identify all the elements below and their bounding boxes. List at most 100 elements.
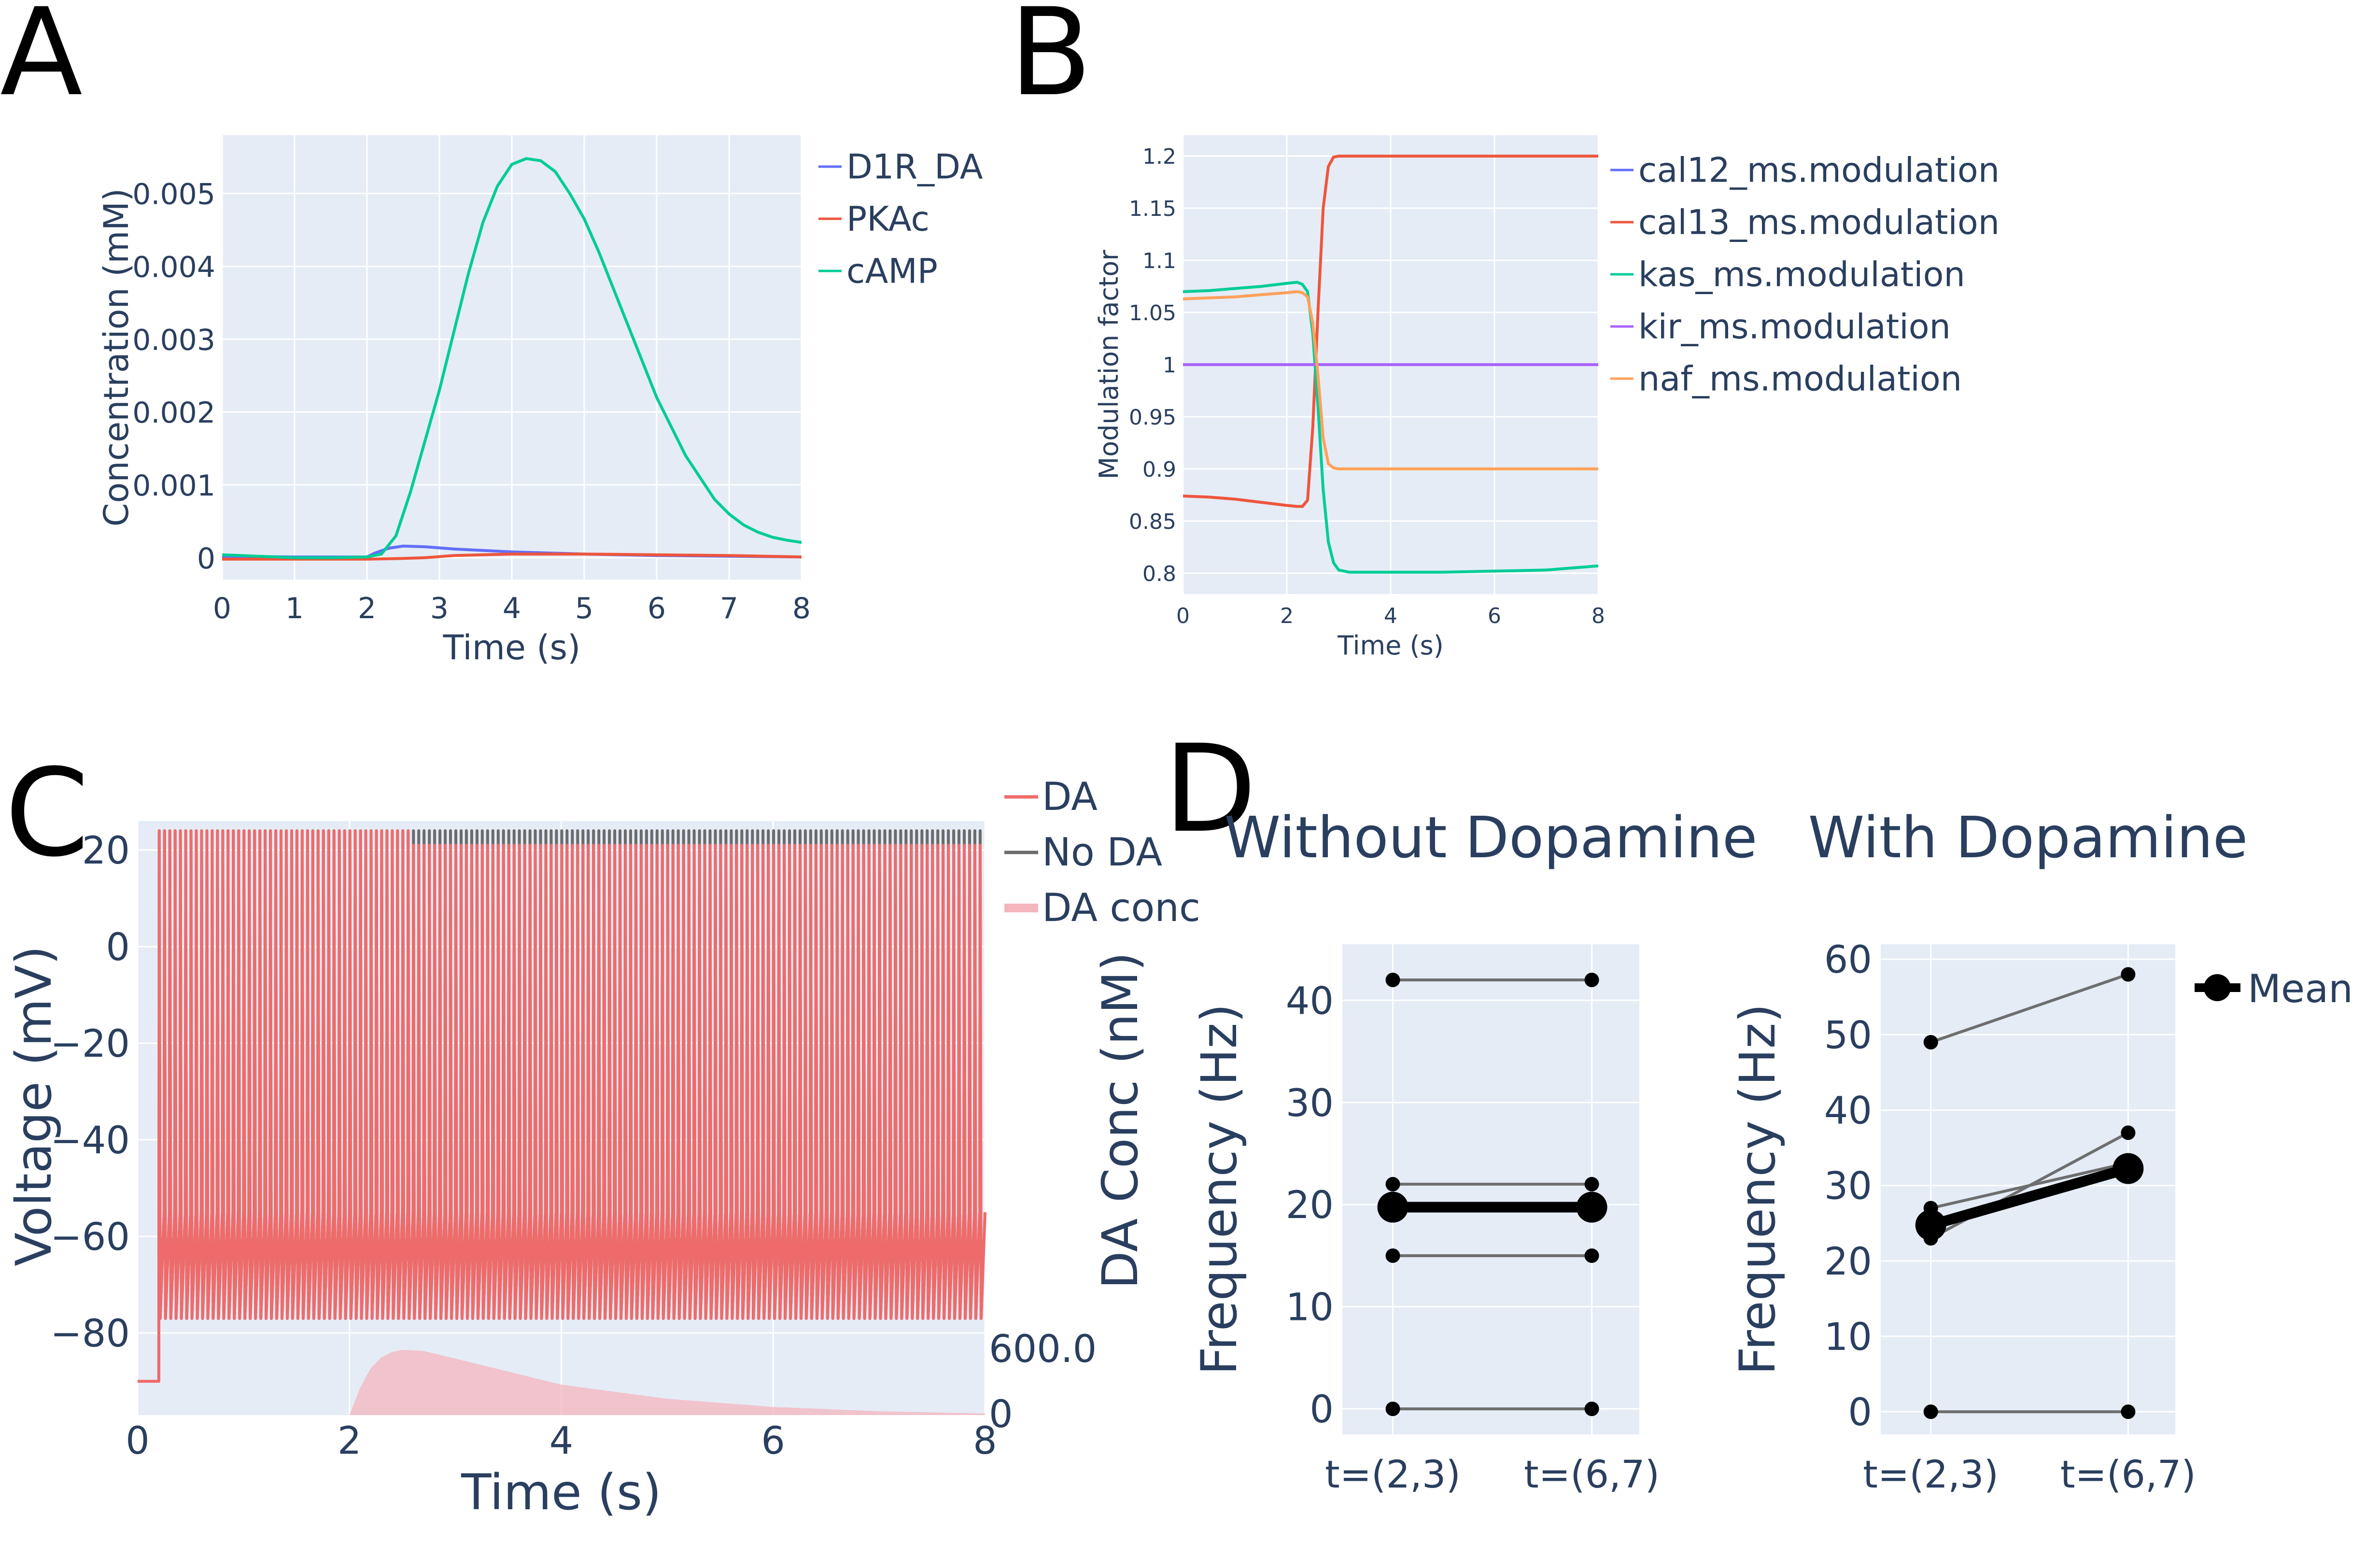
y2-axis-label: DA Conc (nM) xyxy=(1092,952,1149,1289)
series-line-da xyxy=(138,829,986,1383)
y-tick-label: 40 xyxy=(1286,979,1334,1023)
cell-point xyxy=(1385,1248,1400,1263)
cell-point xyxy=(2121,967,2136,982)
subplot-title: Without Dopamine xyxy=(1224,804,1757,871)
y-tick-label: −40 xyxy=(50,1119,130,1162)
y-axis-label: Frequency (Hz) xyxy=(1191,1004,1248,1375)
panel-a-chart: 0 1 2 3 4 5 6 7 8 0 0.001 0.002 0.003 0.004 0.005 D1R_D… xyxy=(97,135,983,667)
plot-area xyxy=(1881,944,2175,1434)
y-tick-label: 1.15 xyxy=(1129,197,1176,221)
x-tick-label: 2 xyxy=(1280,604,1294,628)
legend-entry-no-da: No DA xyxy=(1042,830,1162,875)
series-line-pkac xyxy=(222,553,802,561)
cell-point xyxy=(1923,1035,1938,1049)
cell-point xyxy=(2121,1404,2136,1419)
x-tick-label: 0 xyxy=(126,1419,150,1463)
y-tick-label: 0.005 xyxy=(132,178,215,212)
y-tick-label: 0.9 xyxy=(1142,457,1176,482)
panel-c-chart: 0 2 4 6 8 20 0 −20 −40 −60 −80 0 600.0 Time (s) Voltag… xyxy=(5,774,1200,1521)
x-tick-label: 2 xyxy=(338,1419,362,1463)
legend-entry: PKAc xyxy=(846,199,929,239)
y-tick-label: 1.2 xyxy=(1142,144,1176,169)
x-tick-label: 2 xyxy=(358,592,376,625)
y-tick-label: 20 xyxy=(1824,1240,1872,1284)
y-tick-label: 0 xyxy=(197,542,215,576)
y-tick-label: 0 xyxy=(1848,1391,1872,1434)
y-tick-label: −20 xyxy=(50,1022,130,1066)
panel-d-right-chart: 0 10 20 30 40 50 60 t=(2,3) t=(6,7) Mean With Dopa… xyxy=(1729,804,2353,1497)
mean-point xyxy=(1377,1191,1408,1223)
y-tick-label: 10 xyxy=(1286,1286,1334,1330)
y-tick-label: 1.1 xyxy=(1142,249,1176,273)
legend-entry: kir_ms.modulation xyxy=(1638,307,1951,347)
y-tick-label: 0.003 xyxy=(132,323,215,357)
y-tick-label: 30 xyxy=(1824,1165,1872,1208)
y2-tick-label: 600.0 xyxy=(989,1328,1097,1371)
x-tick-label: 7 xyxy=(720,592,738,625)
y-axis-label: Modulation factor xyxy=(1094,250,1124,480)
y-axis-label: Concentration (mM) xyxy=(97,188,136,527)
legend-entry-mean: Mean xyxy=(2248,966,2353,1011)
y-tick-label: 50 xyxy=(1824,1014,1872,1057)
x-axis-label: Time (s) xyxy=(443,628,581,667)
mean-point xyxy=(2112,1153,2144,1184)
y-tick-label: 0.004 xyxy=(132,250,215,284)
x-tick-label: 0 xyxy=(213,592,231,625)
y-tick-label: 20 xyxy=(1286,1184,1334,1227)
y-tick-label: 0.002 xyxy=(132,396,215,430)
subplot-title: With Dopamine xyxy=(1808,804,2248,871)
cell-point xyxy=(1385,1402,1400,1417)
series-line-naf-ms-modulation xyxy=(1183,290,1598,470)
legend-entry: kas_ms.modulation xyxy=(1638,255,1965,295)
legend-entry: cal12_ms.modulation xyxy=(1638,151,2000,190)
cell-point xyxy=(1385,973,1400,988)
legend-entry-da-conc: DA conc xyxy=(1042,885,1200,930)
x-tick-label: 3 xyxy=(430,592,449,625)
x-category-label: t=(6,7) xyxy=(2060,1453,2196,1497)
legend-entry: cal13_ms.modulation xyxy=(1638,203,2000,242)
y-tick-label: 0.8 xyxy=(1142,562,1176,586)
y2-tick-label: 0 xyxy=(989,1393,1013,1436)
x-category-label: t=(6,7) xyxy=(1524,1453,1660,1497)
mean-line xyxy=(1929,1163,2130,1231)
x-tick-label: 6 xyxy=(648,592,666,625)
cell-point xyxy=(1923,1404,1938,1419)
cell-point xyxy=(1584,1402,1599,1417)
x-tick-label: 8 xyxy=(792,592,811,625)
cell-point xyxy=(2121,1125,2136,1140)
series-line-kas-ms-modulation xyxy=(1183,281,1599,574)
panel-d-left-chart: 0 10 20 30 40 t=(2,3) t=(6,7) Without Dopamine F… xyxy=(1191,804,1758,1497)
da-conc-area xyxy=(138,1350,985,1415)
y-tick-label: 30 xyxy=(1286,1082,1334,1125)
x-tick-label: 6 xyxy=(1488,604,1501,628)
y-tick-label: 20 xyxy=(82,829,130,873)
x-axis-label: Time (s) xyxy=(461,1464,662,1521)
x-category-label: t=(2,3) xyxy=(1325,1453,1461,1497)
cell-point xyxy=(1584,1248,1599,1263)
x-tick-label: 5 xyxy=(575,592,593,625)
x-axis-label: Time (s) xyxy=(1337,630,1444,661)
series-line-camp xyxy=(222,157,802,559)
y-tick-label: −60 xyxy=(50,1216,130,1259)
x-tick-label: 1 xyxy=(285,592,304,625)
y-tick-label: 40 xyxy=(1824,1090,1872,1133)
x-tick-label: 8 xyxy=(973,1419,997,1463)
y-axis-label: Frequency (Hz) xyxy=(1729,1004,1787,1375)
y-tick-label: 0.85 xyxy=(1129,510,1176,534)
x-tick-label: 4 xyxy=(549,1419,574,1463)
legend-entry: D1R_DA xyxy=(846,147,983,187)
x-tick-label: 4 xyxy=(503,592,521,625)
x-tick-label: 4 xyxy=(1384,604,1397,628)
legend-entry: naf_ms.modulation xyxy=(1638,359,1962,399)
y-tick-label: 60 xyxy=(1824,938,1872,982)
legend-marker xyxy=(2204,974,2231,1001)
panel-letter-b: B xyxy=(1009,0,1092,123)
y-tick-label: 0.001 xyxy=(132,469,215,503)
cell-point xyxy=(1584,973,1599,988)
y-tick-label: 0.95 xyxy=(1129,405,1176,430)
panel-letter-d: D xyxy=(1164,719,1257,859)
y-tick-label: 10 xyxy=(1824,1316,1872,1359)
y-tick-label: 0 xyxy=(1310,1388,1334,1432)
x-tick-label: 0 xyxy=(1176,604,1190,628)
